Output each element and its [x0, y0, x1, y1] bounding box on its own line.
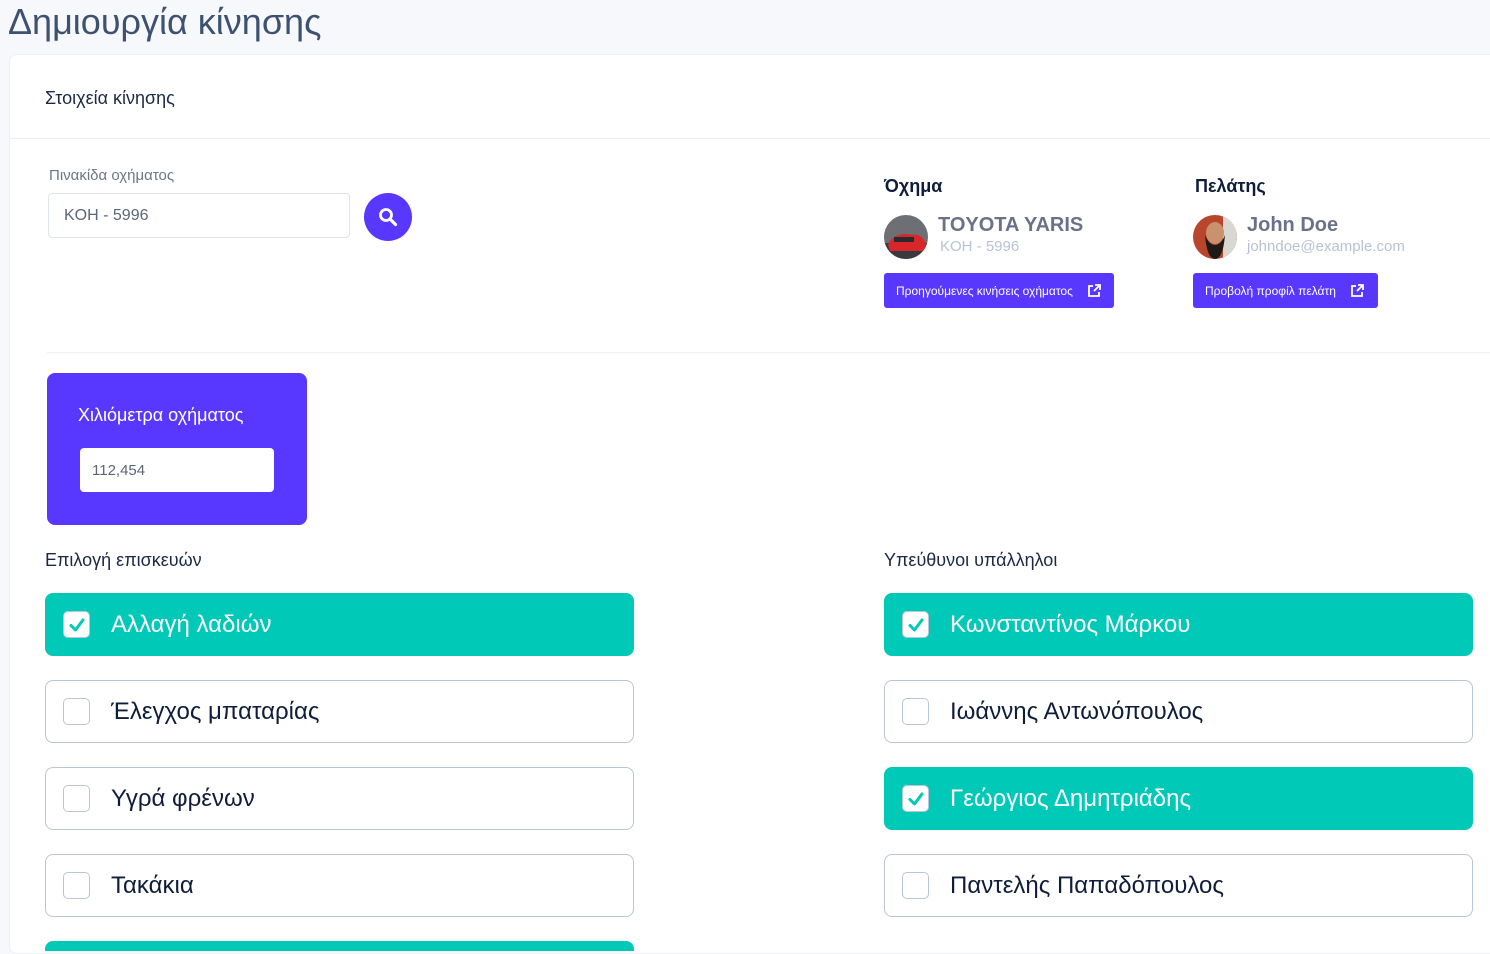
search-button[interactable] [364, 193, 412, 241]
vehicle-plate: KOH - 5996 [940, 238, 1020, 255]
checkbox[interactable] [902, 611, 929, 638]
checkbox[interactable] [902, 698, 929, 725]
divider [47, 352, 1490, 353]
mileage-box: Χιλιόμετρα οχήματος [47, 373, 307, 525]
employee-option[interactable]: Κωνσταντίνος Μάρκου [884, 593, 1473, 656]
vehicle-name: TOYOTA YARIS [938, 214, 1084, 236]
repair-option-partial[interactable] [45, 941, 634, 951]
checkbox[interactable] [63, 611, 90, 638]
employee-option[interactable]: Παντελής Παπαδόπουλος [884, 854, 1473, 917]
customer-avatar [1193, 215, 1237, 259]
view-customer-profile-label: Προβολή προφίλ πελάτη [1205, 283, 1336, 298]
external-link-icon [1087, 283, 1101, 297]
customer-email: johndoe@example.com [1247, 238, 1405, 255]
check-icon [908, 618, 923, 631]
page-title: Δημιουργία κίνησης [8, 1, 322, 42]
mileage-label: Χιλιόμετρα οχήματος [78, 405, 244, 425]
checkbox[interactable] [902, 872, 929, 899]
checkbox[interactable] [63, 698, 90, 725]
repair-option[interactable]: Έλεγχος μπαταρίας [45, 680, 634, 743]
vehicle-avatar [884, 215, 928, 259]
repair-option[interactable]: Υγρά φρένων [45, 767, 634, 830]
employee-option[interactable]: Γεώργιος Δημητριάδης [884, 767, 1473, 830]
repairs-heading: Επιλογή επισκευών [45, 550, 202, 570]
option-label: Γεώργιος Δημητριάδης [950, 784, 1192, 812]
option-label: Ιωάννης Αντωνόπουλος [950, 697, 1204, 725]
option-label: Αλλαγή λαδιών [111, 610, 272, 638]
plate-label: Πινακίδα οχήματος [49, 167, 175, 184]
option-label: Κωνσταντίνος Μάρκου [950, 610, 1191, 638]
option-label: Έλεγχος μπαταρίας [111, 697, 320, 725]
option-label: Παντελής Παπαδόπουλος [950, 871, 1224, 899]
employees-heading: Υπεύθυνοι υπάλληλοι [884, 550, 1058, 570]
option-label: Τακάκια [111, 871, 194, 899]
checkbox[interactable] [63, 872, 90, 899]
divider [10, 138, 1490, 139]
mileage-input[interactable] [80, 448, 274, 492]
card-title: Στοιχεία κίνησης [45, 88, 175, 108]
employee-option[interactable]: Ιωάννης Αντωνόπουλος [884, 680, 1473, 743]
check-icon [908, 792, 923, 805]
previous-movements-label: Προηγούμενες κινήσεις οχήματος [896, 283, 1073, 298]
checkbox[interactable] [63, 785, 90, 812]
customer-name: John Doe [1247, 214, 1339, 236]
repair-option[interactable]: Αλλαγή λαδιών [45, 593, 634, 656]
plate-input[interactable] [48, 193, 350, 238]
previous-movements-button[interactable]: Προηγούμενες κινήσεις οχήματος [884, 273, 1114, 308]
repair-option[interactable]: Τακάκια [45, 854, 634, 917]
vehicle-heading: Όχημα [884, 176, 943, 196]
search-icon [379, 208, 398, 227]
check-icon [69, 618, 84, 631]
option-label: Υγρά φρένων [111, 784, 255, 812]
customer-heading: Πελάτης [1195, 176, 1266, 196]
view-customer-profile-button[interactable]: Προβολή προφίλ πελάτη [1193, 273, 1378, 308]
checkbox[interactable] [902, 785, 929, 812]
external-link-icon [1350, 283, 1364, 297]
